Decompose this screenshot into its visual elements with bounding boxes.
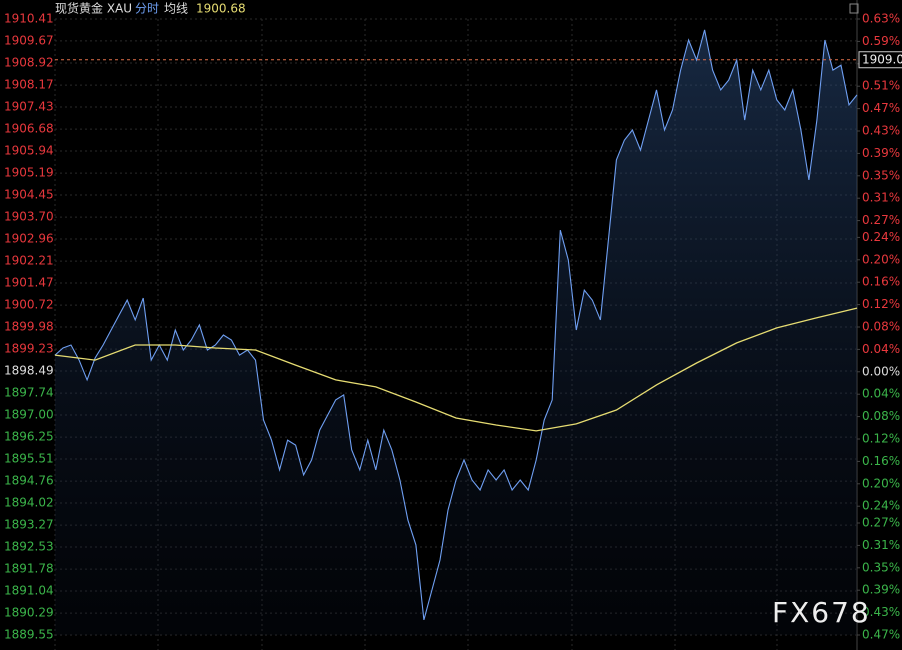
- y-tick-label: 1891.04: [4, 584, 54, 598]
- y-tick-label: 1897.74: [4, 386, 54, 400]
- y-tick-label: 1900.72: [4, 298, 54, 312]
- y-tick-label: 1889.55: [4, 628, 54, 642]
- watermark: FX678: [772, 596, 871, 629]
- y2-tick-label: 0.08%: [862, 409, 900, 423]
- y-tick-label: 1899.98: [4, 320, 54, 334]
- y-tick-label: 1890.29: [4, 606, 54, 620]
- y-tick-label: 1891.78: [4, 562, 54, 576]
- y-tick-label: 1902.96: [4, 232, 54, 246]
- y2-tick-label: 0.47%: [862, 628, 900, 642]
- y2-tick-label: 0.35%: [862, 168, 900, 182]
- y2-tick-label: 0.43%: [862, 605, 900, 619]
- chart-title: 现货黄金 XAU: [55, 1, 132, 16]
- y-tick-label: 1905.19: [4, 166, 54, 180]
- y2-tick-label: 0.00%: [862, 364, 900, 378]
- last-price-box: [858, 51, 902, 69]
- y-tick-label: 1904.45: [4, 188, 54, 202]
- y-tick-label: 1908.92: [4, 56, 54, 70]
- y2-tick-label: 0.27%: [862, 213, 900, 227]
- y2-tick-label: 0.24%: [862, 499, 900, 513]
- y-tick-label: 1908.17: [4, 78, 54, 92]
- price-area: [55, 29, 857, 635]
- y2-tick-label: 0.47%: [862, 101, 900, 115]
- y2-tick-label: 0.31%: [862, 191, 900, 205]
- y2-tick-label: 0.59%: [862, 34, 900, 48]
- y2-tick-label: 0.31%: [862, 538, 900, 552]
- series-line: [54, 307, 858, 432]
- y-tick-label: 1903.70: [4, 210, 54, 224]
- y2-tick-label: 0.63%: [862, 12, 900, 26]
- y-tick-label: 1906.68: [4, 122, 54, 136]
- y2-tick-label: 0.43%: [862, 124, 900, 138]
- y-tick-label: 1893.27: [4, 518, 54, 532]
- y-tick-label: 1896.25: [4, 430, 54, 444]
- y-tick-label: 1897.00: [4, 408, 54, 422]
- y-tick-label: 1895.51: [4, 452, 54, 466]
- y2-tick-label: 0.39%: [862, 583, 900, 597]
- y2-tick-label: 0.20%: [862, 252, 900, 266]
- y2-tick-label: 0.35%: [862, 560, 900, 574]
- y-tick-label: 1902.21: [4, 254, 54, 268]
- y2-tick-label: 0.39%: [862, 146, 900, 160]
- corner-icon: [849, 3, 859, 14]
- avg-value: 1900.68: [196, 2, 246, 16]
- y2-tick-label: 0.51%: [862, 79, 900, 93]
- y2-tick-label: 0.12%: [862, 297, 900, 311]
- series-label: 分时: [135, 2, 159, 16]
- y-tick-label: 1905.94: [4, 144, 54, 158]
- y2-tick-label: 0.08%: [862, 320, 900, 334]
- y-tick-label: 1909.67: [4, 33, 54, 47]
- y2-tick-label: 0.04%: [862, 387, 900, 401]
- y2-tick-label: 0.20%: [862, 476, 900, 490]
- y-tick-label: 1899.23: [4, 342, 54, 356]
- y-tick-label: 1907.43: [4, 100, 54, 114]
- y2-tick-label: 0.24%: [862, 230, 900, 244]
- series-label: 均线: [164, 2, 188, 16]
- y-tick-label: 1892.53: [4, 540, 54, 554]
- y2-tick-label: 0.16%: [862, 454, 900, 468]
- series-line: [54, 29, 858, 621]
- last-price-label: 1909.03: [862, 52, 902, 66]
- y-tick-label: 1894.02: [4, 496, 54, 510]
- y-tick-label: 1910.41: [4, 12, 54, 26]
- y2-tick-label: 0.16%: [862, 275, 900, 289]
- y2-tick-label: 0.12%: [862, 432, 900, 446]
- y-tick-label: 1901.47: [4, 276, 54, 290]
- y2-tick-label: 0.04%: [862, 342, 900, 356]
- y-tick-label: 1894.76: [4, 474, 54, 488]
- y2-tick-label: 0.27%: [862, 516, 900, 530]
- y-tick-label: 1898.49: [4, 364, 54, 378]
